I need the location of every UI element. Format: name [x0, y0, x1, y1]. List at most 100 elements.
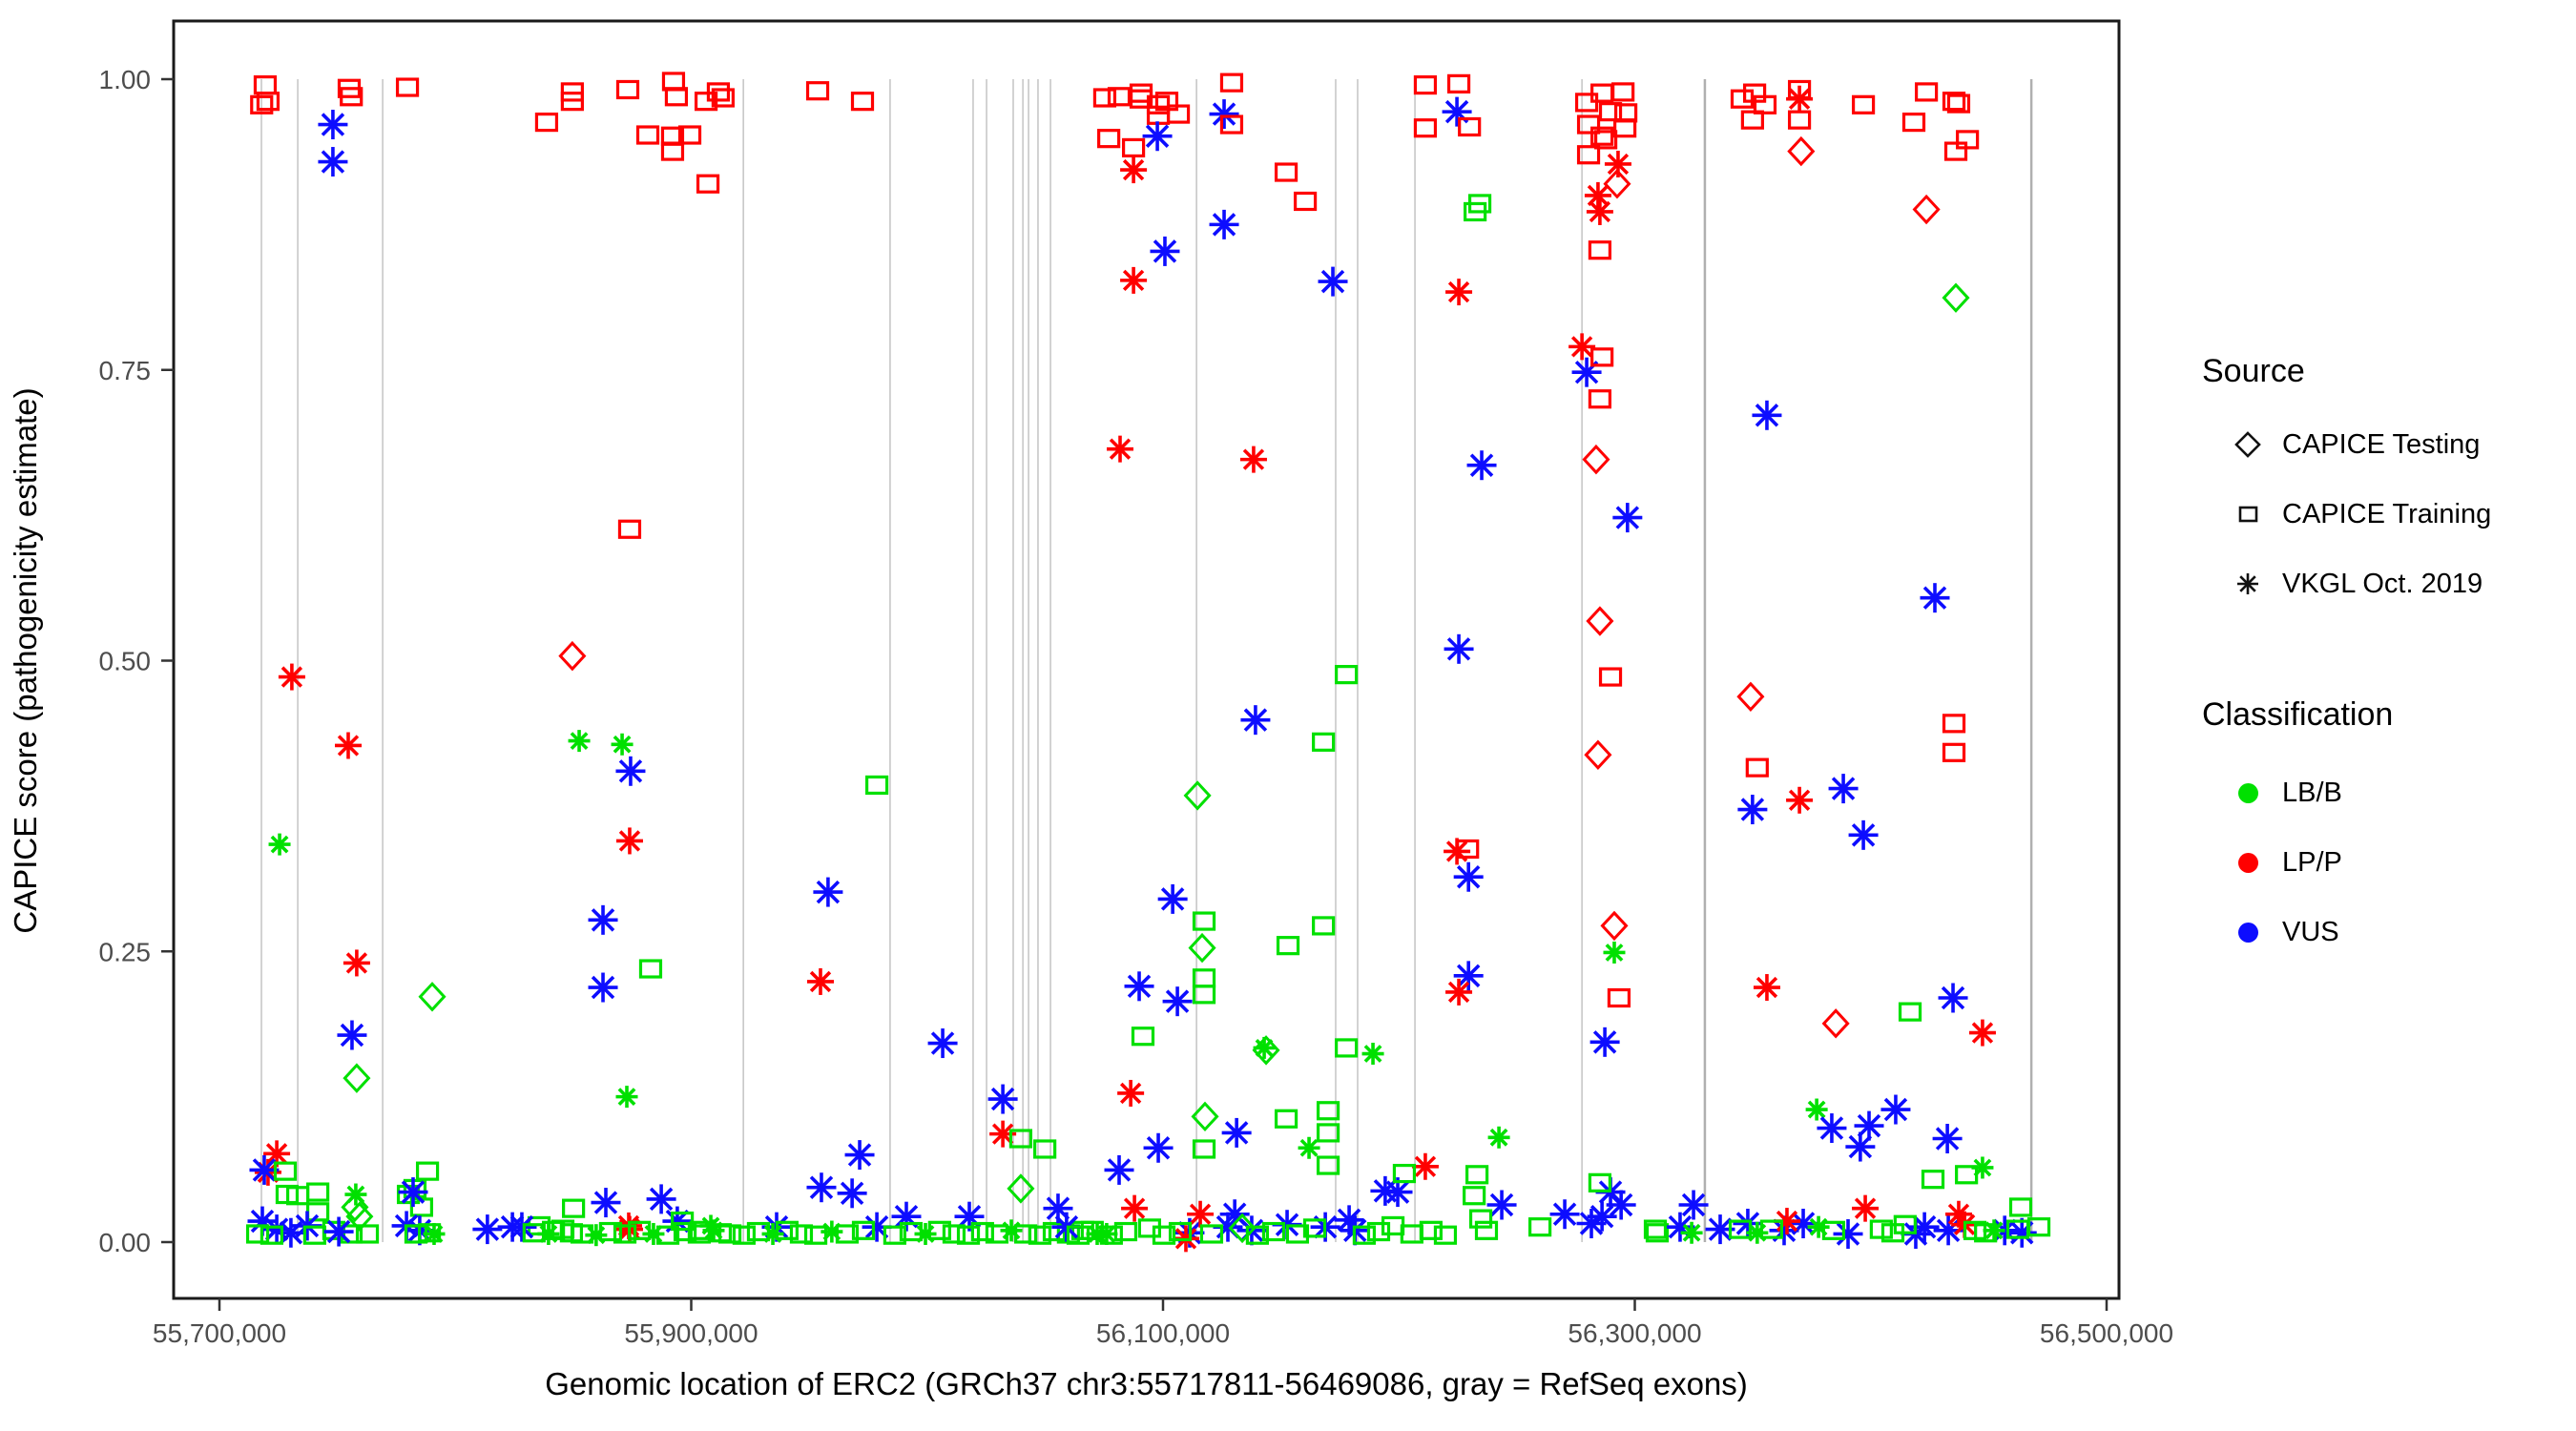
- data-point: [1433, 1225, 1458, 1245]
- data-point: [1854, 1110, 1884, 1141]
- data-point: [1188, 932, 1216, 964]
- data-point: [1474, 1220, 1499, 1240]
- asterisk-arm: [1922, 586, 1947, 610]
- data-point: [1219, 114, 1244, 135]
- data-point: [805, 81, 830, 101]
- data-point: [1576, 114, 1601, 135]
- data-point: [1486, 1190, 1517, 1220]
- data-point: [1445, 279, 1473, 306]
- asterisk-arm: [1807, 1100, 1826, 1119]
- asterisk-arm: [618, 759, 643, 783]
- data-point: [1095, 1222, 1118, 1245]
- data-point: [537, 1222, 560, 1245]
- data-point: [1456, 839, 1480, 860]
- data-point: [664, 87, 689, 107]
- data-point: [1028, 1225, 1052, 1245]
- x-tick-label: 55,900,000: [624, 1318, 758, 1348]
- asterisk-arm: [252, 1158, 277, 1182]
- asterisk-arm: [1755, 976, 1778, 999]
- data-point: [1298, 1136, 1320, 1159]
- data-point: [835, 1224, 860, 1244]
- data-point: [1645, 1223, 1670, 1243]
- asterisk-arm: [1469, 453, 1494, 477]
- data-point: [803, 1225, 828, 1245]
- asterisk-arm: [1146, 1136, 1171, 1160]
- data-point: [1113, 1221, 1138, 1242]
- data-point: [1150, 236, 1180, 266]
- asterisk-arm: [1735, 1212, 1760, 1235]
- data-point: [1124, 971, 1154, 1002]
- asterisk-arm: [1984, 1221, 2004, 1240]
- data-point: [1787, 135, 1816, 167]
- data-point: [1753, 94, 1777, 114]
- y-tick-label: 0.75: [99, 356, 152, 385]
- asterisk-arm: [326, 1219, 351, 1244]
- data-point: [1582, 444, 1610, 475]
- data-point: [1411, 1152, 1439, 1180]
- data-point: [1274, 1109, 1298, 1129]
- red-dot-icon: [2223, 852, 2273, 873]
- data-point: [334, 732, 362, 759]
- asterisk-arm: [1446, 637, 1471, 661]
- data-point: [1209, 209, 1239, 239]
- data-point: [306, 1182, 330, 1202]
- asterisk-arm: [1836, 1222, 1860, 1246]
- data-point: [1120, 156, 1148, 184]
- data-point: [1603, 941, 1626, 964]
- data-point: [1528, 1217, 1552, 1237]
- data-point: [1131, 1027, 1155, 1047]
- data-point: [1938, 983, 1968, 1013]
- asterisk-arm: [1579, 1212, 1604, 1235]
- data-point: [1942, 714, 1966, 734]
- data-point: [1576, 145, 1601, 165]
- asterisk-arm: [1489, 1192, 1514, 1217]
- data-point: [711, 88, 735, 108]
- data-point: [1239, 446, 1267, 473]
- data-point: [1852, 1194, 1880, 1222]
- data-point: [1092, 88, 1117, 108]
- x-tick-label: 55,700,000: [153, 1318, 286, 1348]
- asterisk-arm: [1589, 200, 1611, 223]
- data-point: [1909, 1212, 1940, 1242]
- data-point: [1192, 911, 1216, 931]
- data-point: [646, 1184, 676, 1214]
- data-point: [1312, 916, 1336, 936]
- asterisk-arm: [864, 1214, 889, 1239]
- data-point: [1869, 1219, 1893, 1239]
- asterisk-arm: [1097, 1225, 1116, 1243]
- asterisk-arm: [1681, 1192, 1706, 1217]
- data-point: [615, 1086, 638, 1109]
- data-point: [1600, 910, 1629, 942]
- data-point: [837, 1178, 867, 1209]
- asterisk-arm: [593, 1191, 618, 1214]
- asterisk-arm: [1552, 1202, 1577, 1226]
- asterisk-arm: [991, 1123, 1014, 1145]
- data-point: [250, 94, 274, 114]
- legend-label: CAPICE Testing: [2282, 428, 2481, 460]
- data-point: [1593, 130, 1618, 150]
- asterisk-arm: [1456, 865, 1481, 889]
- data-point: [1468, 1209, 1493, 1229]
- data-point: [1737, 795, 1768, 825]
- data-point: [1942, 92, 1966, 112]
- data-point: [813, 877, 843, 907]
- data-point: [1000, 1219, 1023, 1242]
- data-point: [562, 1198, 586, 1218]
- data-point: [1381, 1215, 1405, 1236]
- data-point: [987, 1084, 1018, 1114]
- data-point: [706, 82, 731, 102]
- data-point: [1221, 1117, 1252, 1148]
- data-point: [1154, 92, 1179, 112]
- data-point: [1458, 116, 1482, 137]
- asterisk-arm: [1123, 1197, 1146, 1219]
- data-point: [844, 1140, 875, 1171]
- data-point: [273, 1161, 298, 1181]
- data-point: [1199, 1224, 1224, 1244]
- asterisk-arm: [613, 735, 632, 754]
- data-point: [1598, 667, 1623, 687]
- asterisk-arm: [1122, 158, 1145, 181]
- data-point: [1066, 1225, 1091, 1245]
- asterisk-arm: [1054, 1214, 1079, 1239]
- data-point: [1316, 1101, 1340, 1121]
